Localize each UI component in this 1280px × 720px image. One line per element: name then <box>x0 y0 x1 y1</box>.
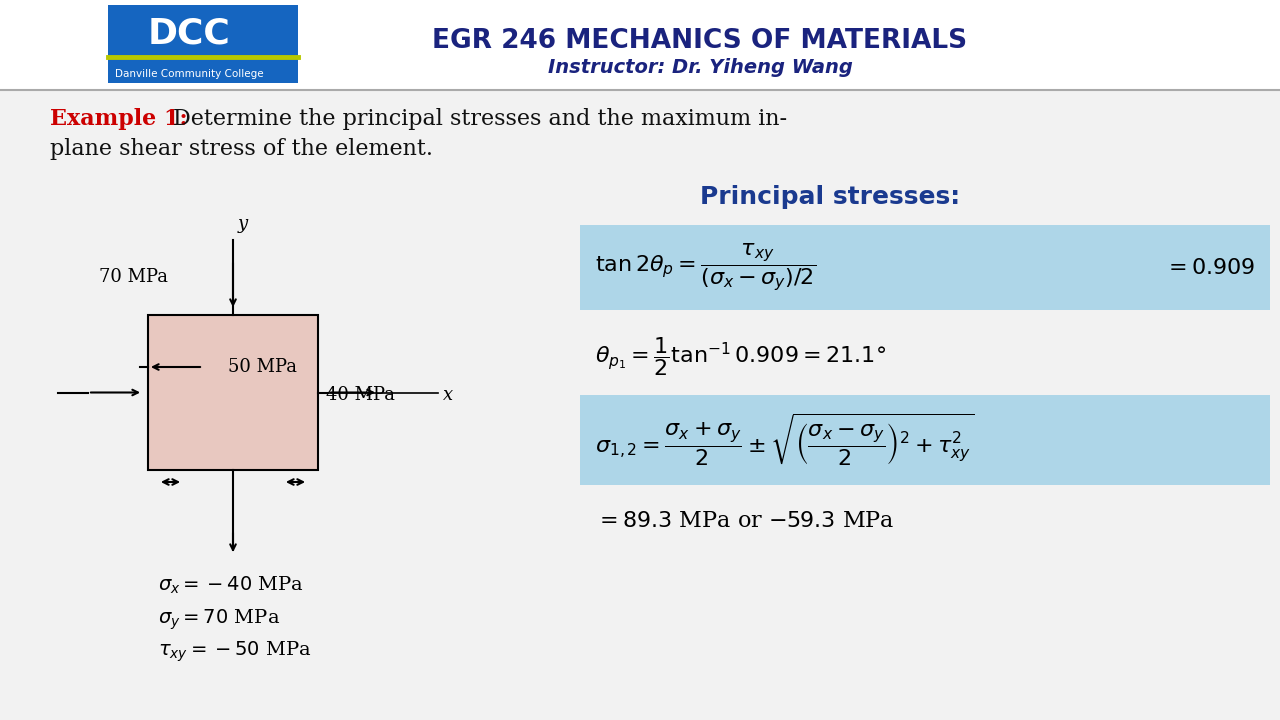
Text: $\sigma_y = 70$ MPa: $\sigma_y = 70$ MPa <box>157 607 280 631</box>
Text: 70 MPa: 70 MPa <box>99 268 168 286</box>
Text: $\sigma_{1,2} = \dfrac{\sigma_x + \sigma_y}{2} \pm \sqrt{\left(\dfrac{\sigma_x -: $\sigma_{1,2} = \dfrac{\sigma_x + \sigma… <box>595 412 974 468</box>
Text: $= 0.909$: $= 0.909$ <box>1164 256 1254 279</box>
Text: EGR 246 MECHANICS OF MATERIALS: EGR 246 MECHANICS OF MATERIALS <box>433 28 968 54</box>
Text: Principal stresses:: Principal stresses: <box>700 185 960 209</box>
Text: x: x <box>443 387 453 405</box>
Text: Example 1:: Example 1: <box>50 108 188 130</box>
Bar <box>580 225 1270 310</box>
Text: $= 89.3$ MPa or $-59.3$ MPa: $= 89.3$ MPa or $-59.3$ MPa <box>595 510 895 532</box>
Text: 50 MPa: 50 MPa <box>228 358 297 376</box>
Bar <box>580 395 1270 485</box>
Text: $\tau_{xy} = -50$ MPa: $\tau_{xy} = -50$ MPa <box>157 639 311 664</box>
Text: 40 MPa: 40 MPa <box>326 387 396 405</box>
Text: $\sigma_x = -40$ MPa: $\sigma_x = -40$ MPa <box>157 575 305 596</box>
Bar <box>148 315 317 470</box>
Text: DCC: DCC <box>148 16 230 50</box>
Text: y: y <box>238 215 248 233</box>
Text: $\theta_{p_1} = \dfrac{1}{2}\tan^{-1} 0.909 = 21.1°$: $\theta_{p_1} = \dfrac{1}{2}\tan^{-1} 0.… <box>595 335 886 378</box>
Text: $\tan 2\theta_p = \dfrac{\tau_{xy}}{(\sigma_x - \sigma_y)/2}$: $\tan 2\theta_p = \dfrac{\tau_{xy}}{(\si… <box>595 241 817 294</box>
Bar <box>0 0 1280 90</box>
Text: Danville Community College: Danville Community College <box>115 69 264 79</box>
Text: Determine the principal stresses and the maximum in-: Determine the principal stresses and the… <box>173 108 787 130</box>
Text: plane shear stress of the element.: plane shear stress of the element. <box>50 138 433 160</box>
Text: Instructor: Dr. Yiheng Wang: Instructor: Dr. Yiheng Wang <box>548 58 852 77</box>
Bar <box>108 5 298 83</box>
